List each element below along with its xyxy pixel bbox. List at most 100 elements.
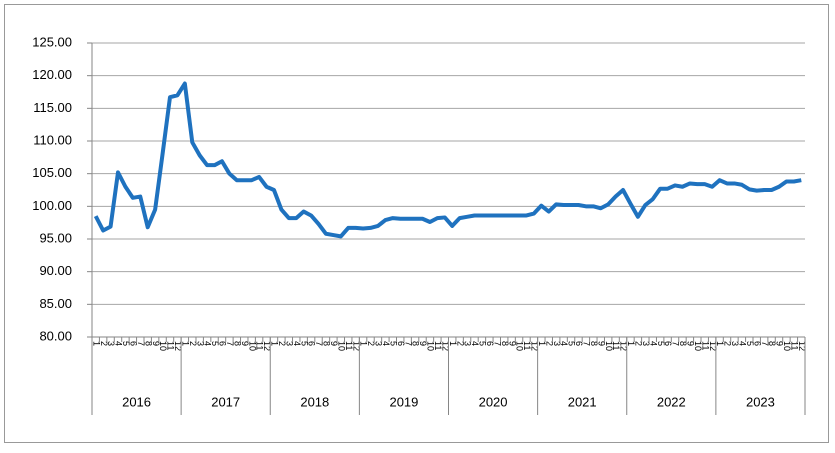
x-tick-label: 7: [136, 341, 146, 346]
x-tick-label: 6: [663, 341, 673, 346]
x-tick-label: 9: [418, 341, 428, 346]
x-tick-label: 7: [403, 341, 413, 346]
x-tick-label: 7: [314, 341, 324, 346]
x-tick-label: 8: [322, 341, 332, 346]
x-tick-label: 5: [478, 341, 488, 346]
x-tick-label: 12: [262, 341, 272, 351]
x-tick-label: 8: [500, 341, 510, 346]
x-tick-label: 2: [723, 341, 733, 346]
x-tick-label: 3: [730, 341, 740, 346]
x-tick-label: 5: [656, 341, 666, 346]
x-tick-label: 5: [388, 341, 398, 346]
x-tick-label: 2: [544, 341, 554, 346]
year-label: 2018: [300, 394, 329, 409]
x-tick-label: 4: [381, 341, 391, 346]
x-tick-label: 2: [99, 341, 109, 346]
y-tick-label: 120.00: [32, 67, 72, 82]
x-tick-label: 1: [359, 341, 369, 346]
x-tick-label: 12: [708, 341, 718, 351]
x-tick-label: 9: [240, 341, 250, 346]
chart-frame: [4, 4, 829, 443]
x-tick-label: 5: [210, 341, 220, 346]
x-tick-label: 2: [277, 341, 287, 346]
x-tick-label: 8: [678, 341, 688, 346]
x-tick-label: 9: [596, 341, 606, 346]
x-tick-label: 10: [782, 341, 792, 351]
y-tick-label: 105.00: [32, 165, 72, 180]
x-tick-label: 1: [91, 341, 101, 346]
x-tick-label: 7: [492, 341, 502, 346]
x-tick-label: 5: [745, 341, 755, 346]
x-tick-label: 12: [619, 341, 629, 351]
x-tick-label: 6: [752, 341, 762, 346]
x-tick-label: 5: [299, 341, 309, 346]
x-tick-label: 4: [203, 341, 213, 346]
x-tick-label: 6: [128, 341, 138, 346]
year-label: 2020: [479, 394, 508, 409]
x-tick-label: 3: [641, 341, 651, 346]
x-tick-label: 11: [344, 341, 354, 350]
x-tick-label: 7: [225, 341, 235, 346]
x-tick-label: 3: [463, 341, 473, 346]
x-tick-label: 6: [485, 341, 495, 346]
y-tick-label: 85.00: [39, 296, 72, 311]
y-tick-label: 80.00: [39, 328, 72, 343]
x-tick-label: 8: [767, 341, 777, 346]
year-label: 2022: [657, 394, 686, 409]
y-tick-label: 110.00: [33, 132, 72, 147]
year-label: 2023: [746, 394, 775, 409]
x-tick-label: 8: [411, 341, 421, 346]
x-tick-label: 12: [530, 341, 540, 351]
x-tick-label: 3: [374, 341, 384, 346]
x-tick-label: 7: [671, 341, 681, 346]
x-tick-label: 6: [218, 341, 228, 346]
x-tick-label: 4: [559, 341, 569, 346]
x-tick-label: 2: [634, 341, 644, 346]
x-tick-label: 11: [700, 341, 710, 350]
x-tick-label: 3: [284, 341, 294, 346]
x-tick-label: 11: [789, 341, 799, 350]
x-tick-label: 1: [715, 341, 725, 346]
x-tick-label: 7: [582, 341, 592, 346]
x-tick-label: 5: [567, 341, 577, 346]
x-tick-label: 1: [448, 341, 458, 346]
year-label: 2019: [389, 394, 418, 409]
x-tick-label: 6: [307, 341, 317, 346]
x-tick-label: 5: [121, 341, 131, 346]
x-tick-label: 10: [515, 341, 525, 351]
x-tick-label: 10: [426, 341, 436, 351]
y-tick-label: 100.00: [32, 198, 72, 213]
y-tick-label: 90.00: [39, 263, 72, 278]
x-tick-label: 12: [173, 341, 183, 351]
x-tick-label: 11: [166, 341, 176, 350]
x-tick-label: 4: [114, 341, 124, 346]
x-tick-label: 9: [775, 341, 785, 346]
x-tick-label: 12: [351, 341, 361, 351]
x-tick-label: 4: [737, 341, 747, 346]
x-tick-label: 2: [455, 341, 465, 346]
x-tick-label: 9: [686, 341, 696, 346]
x-tick-label: 8: [232, 341, 242, 346]
year-label: 2021: [568, 394, 597, 409]
x-tick-label: 9: [329, 341, 339, 346]
x-tick-label: 10: [158, 341, 168, 351]
x-tick-label: 12: [440, 341, 450, 351]
y-tick-label: 95.00: [39, 230, 72, 245]
year-label: 2016: [122, 394, 151, 409]
x-tick-label: 1: [537, 341, 547, 346]
x-tick-label: 2: [188, 341, 198, 346]
x-tick-label: 8: [143, 341, 153, 346]
x-tick-label: 8: [589, 341, 599, 346]
x-tick-label: 3: [552, 341, 562, 346]
x-tick-label: 1: [626, 341, 636, 346]
x-tick-label: 11: [611, 341, 621, 350]
x-tick-label: 10: [336, 341, 346, 351]
x-tick-label: 4: [292, 341, 302, 346]
x-tick-label: 1: [270, 341, 280, 346]
x-tick-label: 1: [180, 341, 190, 346]
x-tick-label: 3: [195, 341, 205, 346]
x-tick-label: 7: [760, 341, 770, 346]
x-tick-label: 6: [396, 341, 406, 346]
x-tick-label: 3: [106, 341, 116, 346]
